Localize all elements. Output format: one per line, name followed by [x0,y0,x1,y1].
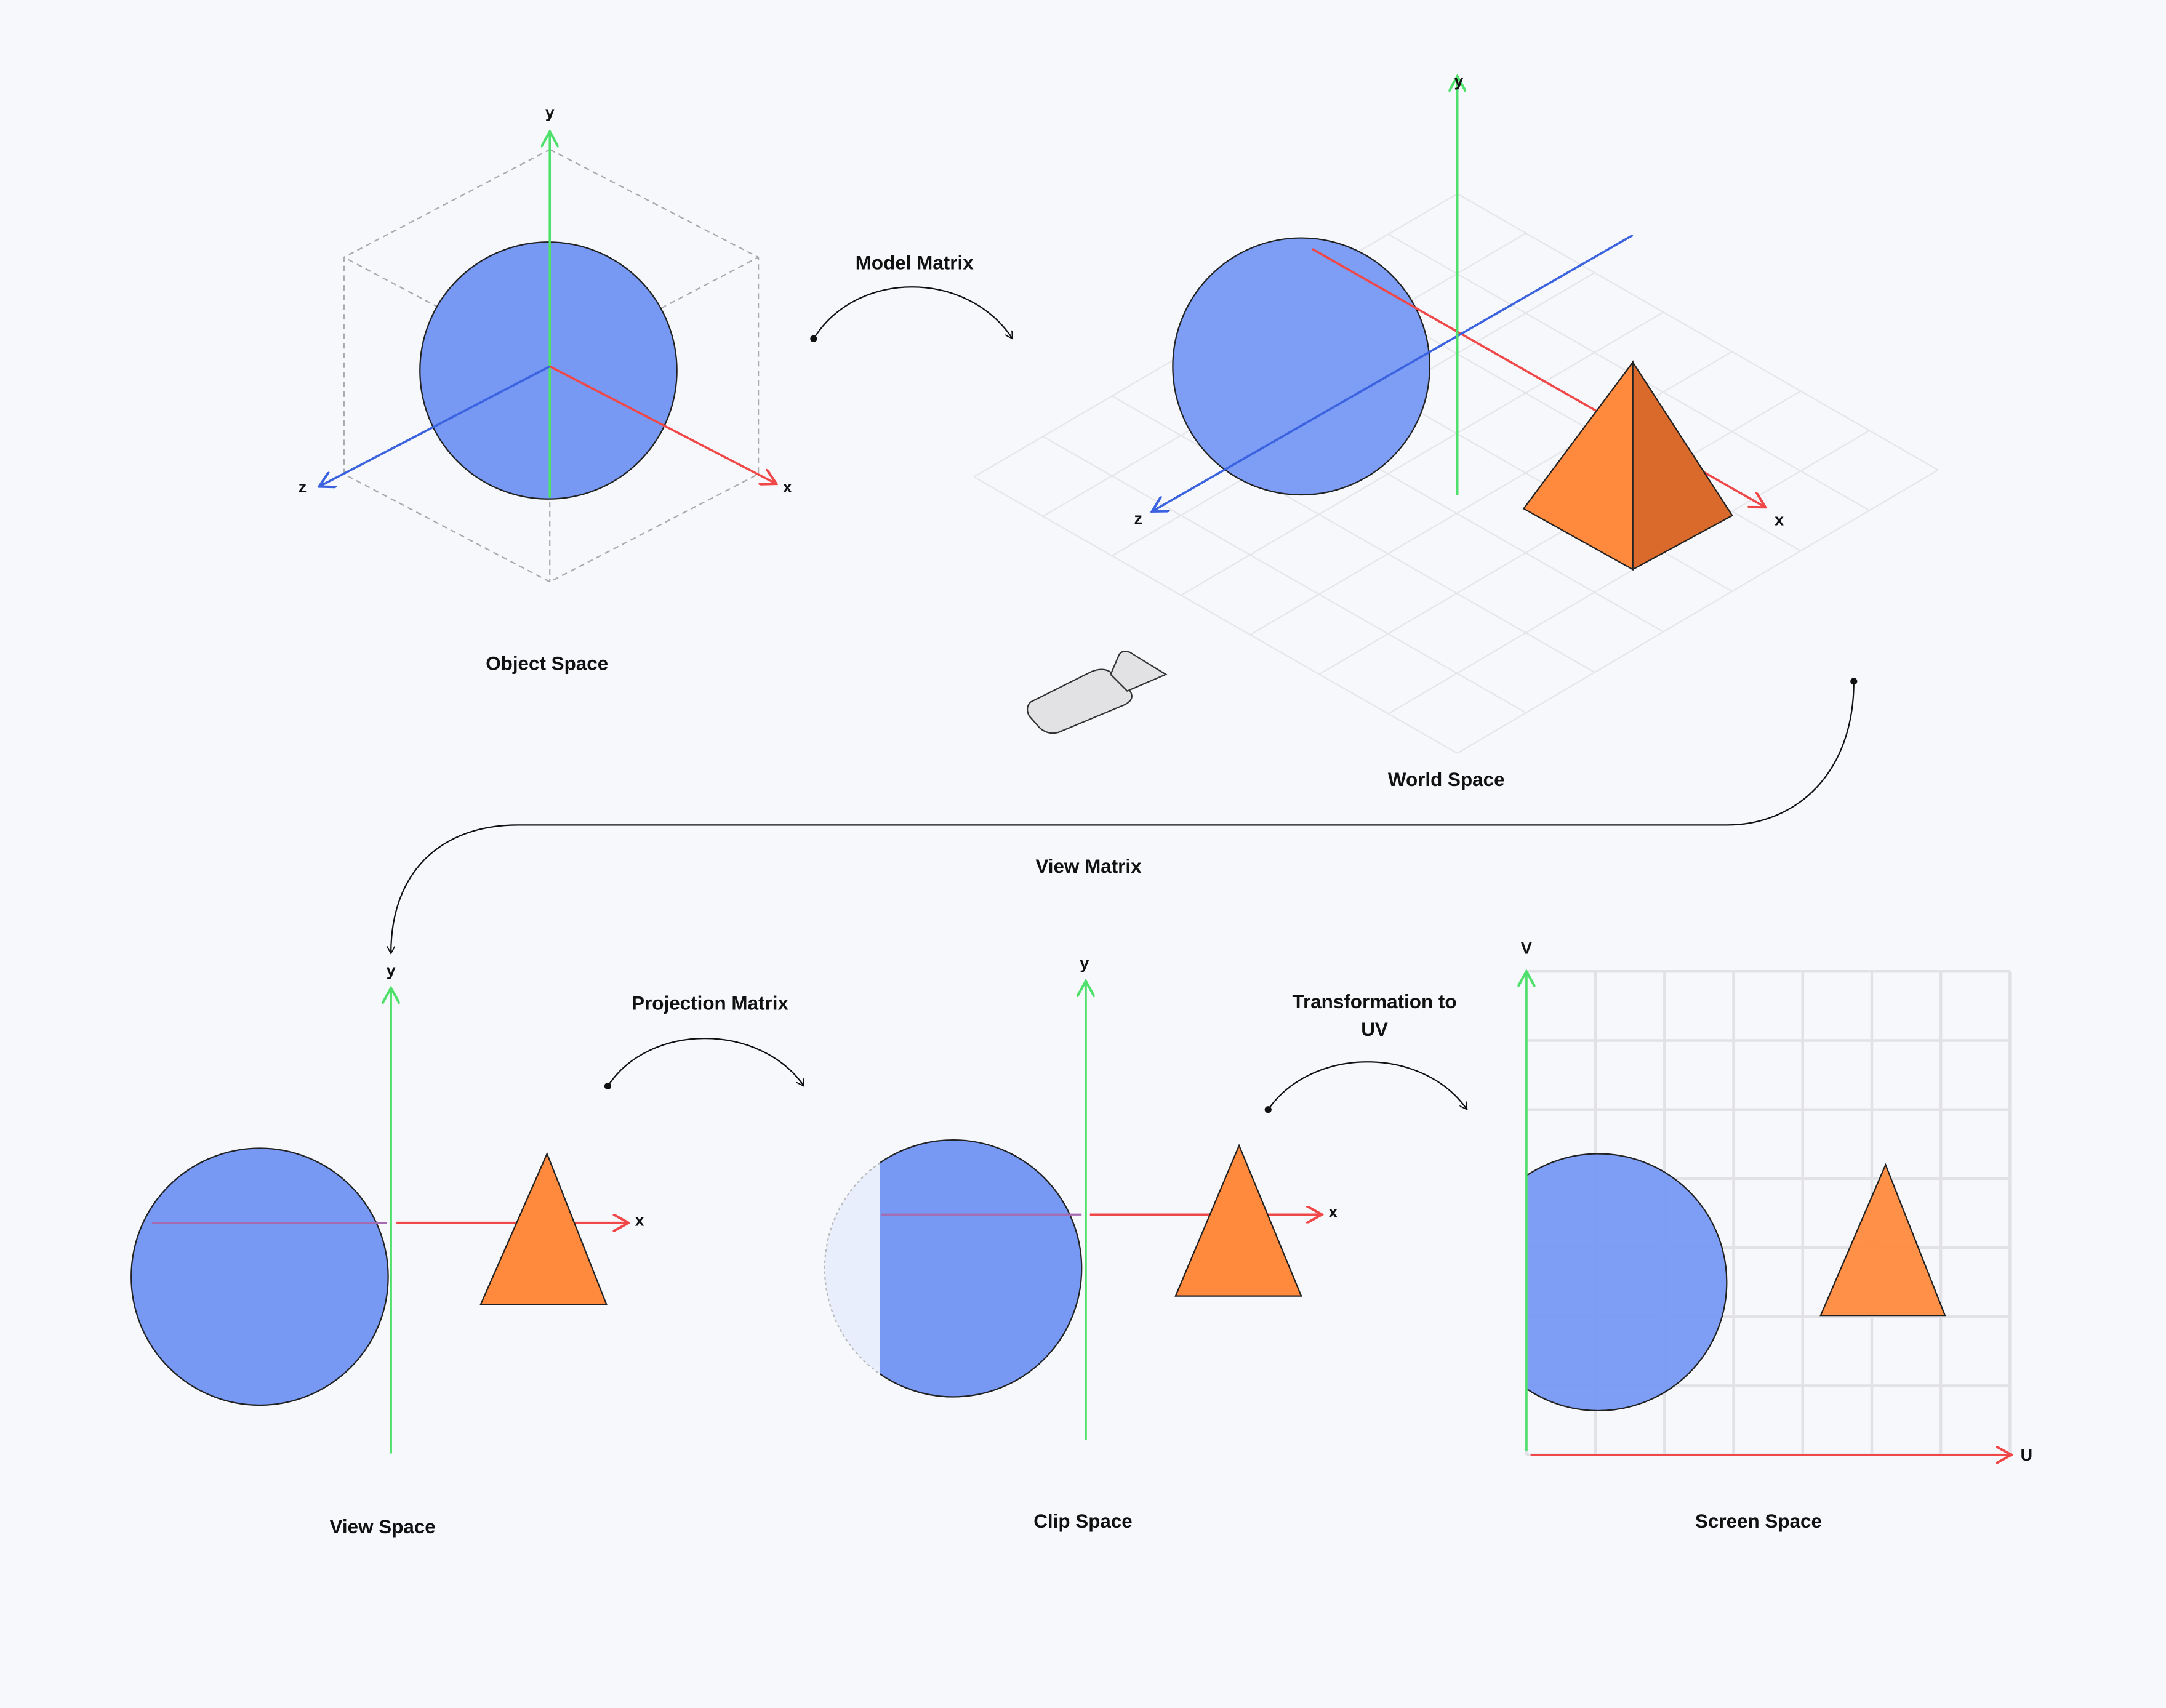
clipped-region [824,1161,880,1375]
axis-label: x [635,1211,644,1230]
grid-line [1042,436,1526,713]
panel-label: Screen Space [1695,1510,1822,1532]
transform-label: UV [1361,1019,1388,1040]
z-axis [1152,234,1634,511]
axis-label: x [1328,1203,1338,1221]
axis-label: y [387,961,396,979]
triangle [479,1152,608,1305]
axis-label: y [545,103,555,122]
axis-label: z [299,478,307,496]
panel-label: Object Space [486,652,608,674]
triangle [1819,1163,1946,1317]
arc [607,1038,804,1086]
transform-label: Model Matrix [856,252,974,273]
arc [812,286,1013,339]
x-axis [549,365,776,484]
triangle [1174,1144,1302,1297]
axis-label: V [1521,939,1532,957]
grid-line [1457,193,1939,471]
arc [1267,1061,1467,1109]
sphere [1172,237,1430,496]
transform-label: View Matrix [1035,856,1142,877]
axis-label: z [1134,509,1142,527]
grid-line [1387,430,1870,715]
z-axis [319,365,551,486]
grid-line [973,476,1458,754]
grid-line [1457,469,1939,754]
pyramid [1522,359,1733,571]
grid-line [1181,311,1664,596]
panel-label: View Space [330,1516,436,1538]
sphere [1526,1153,1728,1411]
grid-line [1112,395,1595,673]
axis-label: y [1080,954,1089,972]
axis-label: x [783,478,792,496]
axis-label: U [2021,1446,2032,1464]
transform-label: Transformation to [1293,991,1457,1012]
sphere [130,1147,389,1406]
axis-label: y [1454,71,1463,90]
arc [391,681,1855,953]
sphere [880,1139,1083,1398]
axis-label: x [1775,511,1784,529]
transform-label: Projection Matrix [632,992,788,1014]
camera-icon [1027,651,1168,734]
sphere [419,241,678,500]
panel-label: World Space [1388,769,1505,790]
panel-label: Clip Space [1033,1510,1133,1532]
grid-line [1318,390,1802,675]
